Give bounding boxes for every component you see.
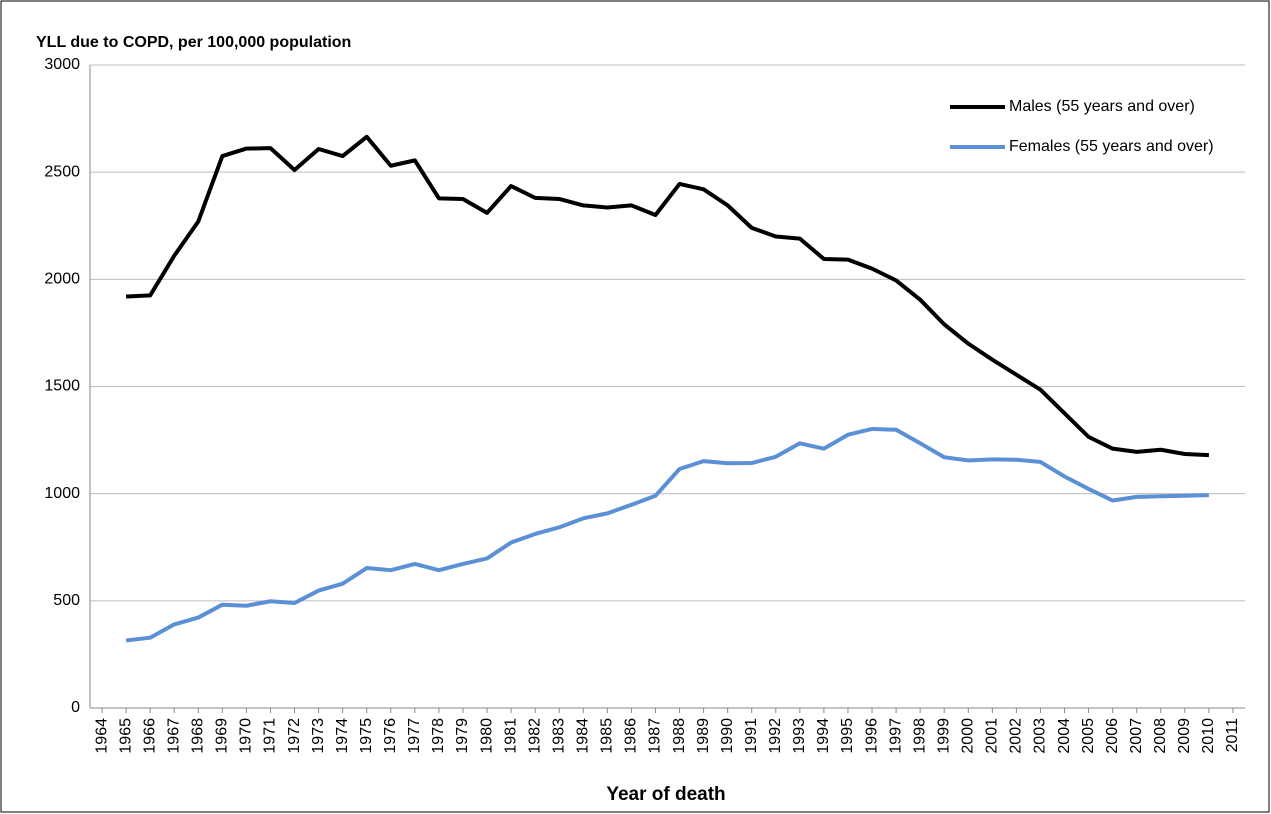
- x-tick-label: 1973: [310, 718, 327, 754]
- x-tick-label: 1985: [599, 718, 616, 754]
- x-tick-label: 1978: [430, 718, 447, 754]
- x-tick-label: 2008: [1152, 718, 1169, 754]
- x-tick-label: 2010: [1200, 718, 1217, 754]
- x-tick-label: 2004: [1056, 718, 1073, 754]
- y-tick-label: 3000: [44, 56, 80, 73]
- y-tick-label: 500: [53, 592, 80, 609]
- legend-label: Females (55 years and over): [1009, 138, 1214, 155]
- x-tick-label: 2009: [1176, 718, 1193, 754]
- x-tick-label: 2001: [984, 718, 1001, 754]
- x-tick-label: 1970: [238, 718, 255, 754]
- x-tick-label: 1997: [887, 718, 904, 754]
- x-tick-label: 1991: [743, 718, 760, 754]
- x-tick-label: 1989: [695, 718, 712, 754]
- x-tick-label: 1998: [911, 718, 928, 754]
- x-tick-label: 1975: [358, 718, 375, 754]
- x-tick-label: 1974: [334, 718, 351, 754]
- x-tick-label: 1984: [575, 718, 592, 754]
- y-tick-label: 0: [71, 699, 80, 716]
- x-tick-label: 1968: [190, 718, 207, 754]
- x-tick-label: 1979: [454, 718, 471, 754]
- x-tick-label: 1990: [719, 718, 736, 754]
- x-tick-label: 1966: [141, 718, 158, 754]
- x-tick-label: 1964: [93, 718, 110, 754]
- x-tick-label: 1981: [502, 718, 519, 754]
- x-tick-label: 1972: [286, 718, 303, 754]
- x-tick-label: 1993: [791, 718, 808, 754]
- x-tick-label: 1971: [262, 718, 279, 754]
- x-tick-label: 1982: [526, 718, 543, 754]
- x-tick-label: 2005: [1080, 718, 1097, 754]
- x-tick-label: 1995: [839, 718, 856, 754]
- legend-label: Males (55 years and over): [1009, 98, 1195, 115]
- series-line: [126, 134, 1209, 458]
- y-tick-label: 1000: [44, 485, 80, 502]
- x-tick-label: 1996: [863, 718, 880, 754]
- x-axis-label: Year of death: [606, 784, 725, 805]
- x-tick-label: 2006: [1104, 718, 1121, 754]
- x-tick-label: 1969: [214, 718, 231, 754]
- series-line: [125, 426, 1209, 643]
- x-tick-label: 1965: [117, 718, 134, 754]
- y-tick-label: 1500: [44, 378, 80, 395]
- y-tick-label: 2500: [44, 163, 80, 180]
- x-tick-label: 2011: [1224, 718, 1241, 753]
- x-tick-label: 2007: [1128, 718, 1145, 754]
- x-tick-label: 1988: [671, 718, 688, 754]
- x-tick-label: 1977: [406, 718, 423, 754]
- x-tick-label: 1994: [815, 718, 832, 754]
- x-tick-label: 1992: [767, 718, 784, 754]
- x-tick-label: 1986: [623, 718, 640, 754]
- x-tick-label: 2000: [960, 718, 977, 754]
- x-tick-label: 1983: [550, 718, 567, 754]
- x-tick-label: 1980: [478, 718, 495, 754]
- x-tick-label: 1967: [165, 718, 182, 754]
- x-tick-label: 2003: [1032, 718, 1049, 754]
- x-tick-label: 1987: [647, 718, 664, 754]
- x-tick-label: 1999: [935, 718, 952, 754]
- chart-title: YLL due to COPD, per 100,000 population: [36, 34, 351, 51]
- y-tick-label: 2000: [44, 271, 80, 288]
- x-tick-label: 2002: [1008, 718, 1025, 754]
- x-tick-label: 1976: [382, 718, 399, 754]
